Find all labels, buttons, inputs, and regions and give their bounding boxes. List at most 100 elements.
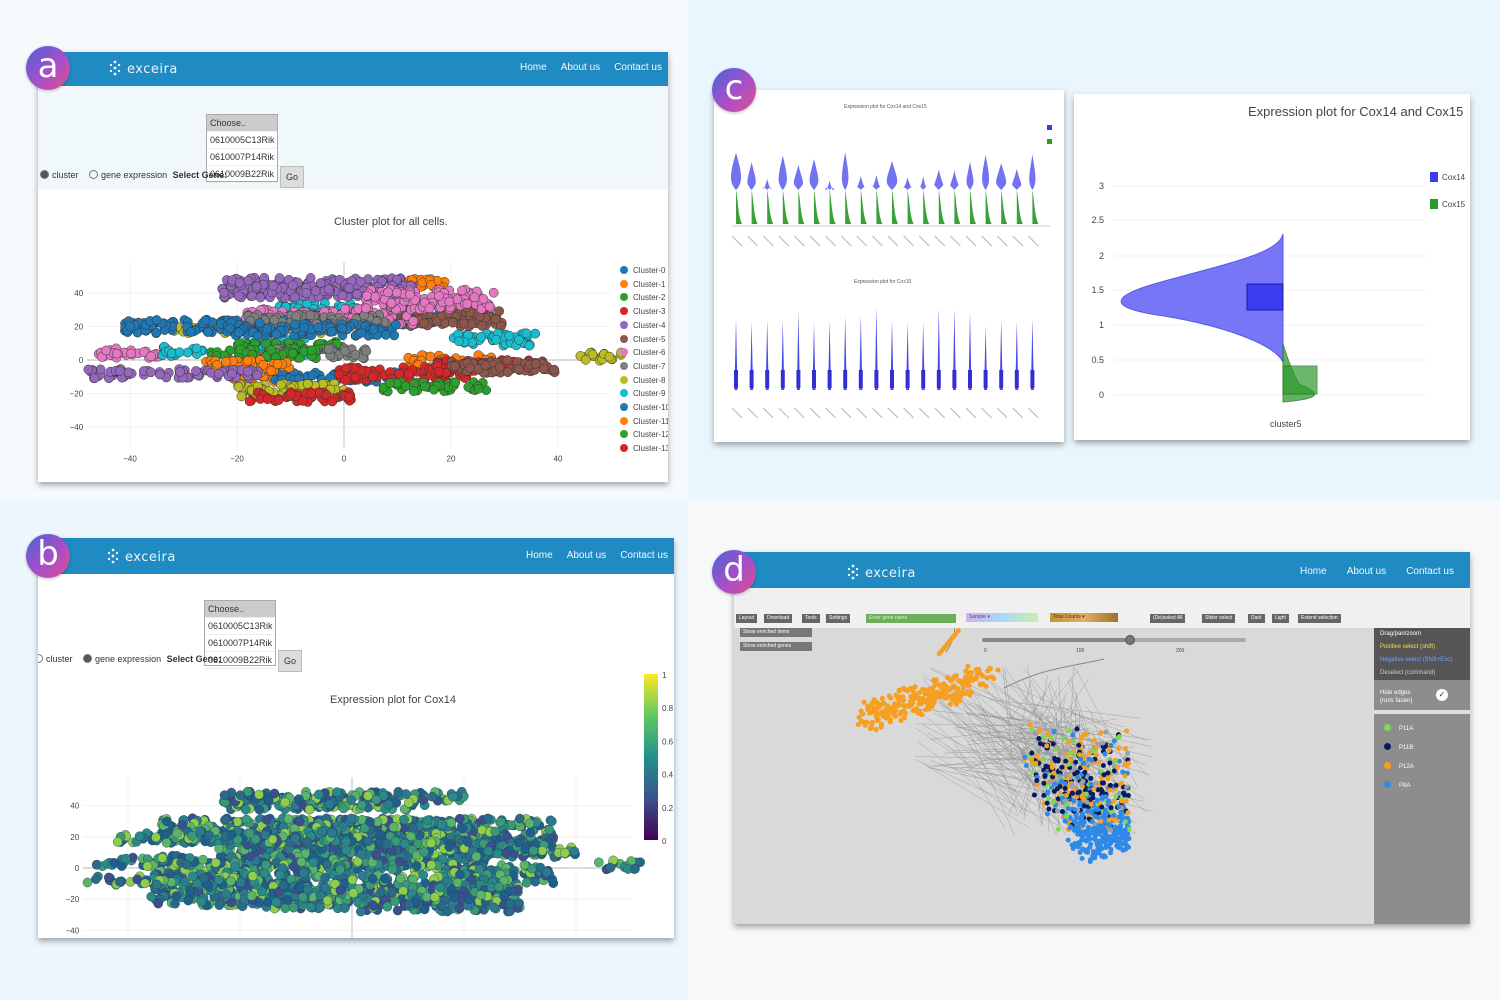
violin-cox15 (892, 190, 898, 224)
legend-item[interactable]: Cluster-7 (620, 361, 665, 371)
cluster-point (538, 363, 549, 374)
select-option[interactable]: Choose.. (205, 601, 275, 618)
download-button[interactable]: Download (764, 614, 793, 623)
legend-item[interactable]: Cluster-12 (620, 430, 668, 439)
expression-point (282, 895, 293, 905)
cluster-point (384, 378, 395, 389)
deselect-all-button[interactable]: (De)select All (1150, 614, 1186, 623)
legend-item[interactable]: Cluster-8 (620, 375, 665, 385)
layout-button[interactable]: Layout (736, 614, 758, 623)
settings-button[interactable]: Settings (826, 614, 851, 623)
legend-item[interactable]: Cluster-11 (620, 416, 668, 426)
cluster-radio[interactable] (40, 170, 49, 179)
violin-cox10-box (812, 370, 816, 388)
cluster-point (191, 343, 202, 354)
legend-item[interactable]: Cluster-13 (620, 444, 668, 453)
x-tick-label-placeholder (934, 407, 946, 419)
select-option[interactable]: 0610009B22Rik (205, 652, 275, 669)
select-option[interactable]: Choose.. (207, 115, 277, 132)
cluster-point (191, 366, 201, 376)
cluster-point (125, 321, 135, 332)
go-button[interactable]: Go (280, 166, 304, 188)
violin-cox15 (1016, 190, 1023, 224)
violin-cox14 (982, 154, 990, 190)
plot-title: Expression plot for Cox14 (330, 694, 456, 706)
legend-item[interactable]: Cluster-1 (620, 279, 665, 289)
expression-point (322, 859, 332, 870)
sample-select[interactable]: Sample ▾ (966, 613, 1038, 622)
gene-select[interactable]: Choose.. 0610005C13Rik 0610007P14Rik 061… (204, 600, 276, 669)
cluster-point (139, 347, 149, 357)
nav-contact[interactable]: Contact us (620, 550, 668, 561)
dark-button[interactable]: Dark (1248, 614, 1265, 623)
graph-edge (917, 741, 1018, 816)
y-tick-label: 0 (1099, 390, 1104, 400)
expression-point (254, 804, 265, 815)
gene-expression-radio[interactable] (89, 170, 99, 179)
expression-point (367, 873, 378, 884)
select-option[interactable]: 0610009B22Rik (207, 166, 277, 183)
expression-point (134, 831, 145, 842)
nav-about[interactable]: About us (1346, 566, 1387, 577)
nav-home[interactable]: Home (520, 62, 547, 73)
nav-about[interactable]: About us (566, 550, 607, 561)
legend-item[interactable]: Cluster-3 (620, 307, 665, 316)
tools-button[interactable]: Tools (802, 614, 820, 623)
go-button[interactable]: Go (278, 650, 302, 672)
cluster-point (213, 368, 224, 379)
expression-point (235, 790, 246, 800)
cluster-point (272, 359, 283, 369)
gene-expression-radio[interactable] (83, 654, 93, 663)
expression-point (315, 902, 325, 913)
violin-cox15 (782, 190, 789, 224)
trajectory-graph[interactable] (734, 628, 1364, 924)
expression-point (444, 842, 455, 852)
nav-home[interactable]: Home (1300, 566, 1327, 577)
gene-name-input[interactable]: Enter gene name (866, 614, 956, 623)
nav-about[interactable]: About us (560, 62, 601, 73)
nav-contact[interactable]: Contact us (614, 62, 662, 73)
legend-item[interactable]: Cluster-0 (620, 266, 665, 275)
legend-item[interactable]: Cluster-2 (620, 293, 665, 302)
cluster-point (151, 327, 162, 338)
cluster-radio[interactable] (38, 654, 43, 663)
cluster-point (490, 314, 501, 325)
x-tick-label-placeholder (825, 407, 837, 419)
cluster-point (236, 391, 247, 402)
expression-point (426, 860, 437, 870)
y-tick-label: −40 (70, 423, 84, 432)
select-option[interactable]: 0610007P14Rik (205, 635, 275, 652)
expression-point (419, 847, 429, 857)
expression-point (474, 864, 485, 875)
legend-item[interactable]: Cluster-6 (620, 348, 665, 357)
brand-name: exceira (127, 62, 178, 77)
x-tick-label: 0 (342, 454, 347, 463)
counts-select[interactable]: Total Counts ▾ (1050, 613, 1118, 622)
expression-point (317, 826, 327, 837)
extend-selection-button[interactable]: Extend selection (1298, 614, 1341, 623)
x-tick-label: 40 (554, 454, 563, 463)
light-button[interactable]: Light (1272, 614, 1289, 623)
expression-point (357, 870, 368, 881)
legend-item[interactable]: Cluster-9 (620, 389, 665, 398)
legend-item[interactable]: Cluster-10 (620, 403, 668, 412)
cluster-point (290, 319, 300, 330)
gene-select[interactable]: Choose.. 0610005C13Rik 0610007P14Rik 061… (206, 114, 278, 183)
navbar: exceira Home About us Contact us (38, 538, 674, 574)
cluster-point (580, 354, 591, 365)
expression-point (388, 822, 399, 832)
legend-item[interactable]: Cluster-4 (620, 320, 665, 330)
select-option[interactable]: 0610005C13Rik (205, 618, 275, 635)
nav-home[interactable]: Home (526, 550, 553, 561)
expression-point (363, 836, 374, 846)
x-tick-label-placeholder (731, 235, 743, 247)
expression-point (180, 876, 190, 887)
expression-point (320, 882, 331, 893)
legend-item[interactable]: Cluster-5 (620, 334, 665, 344)
cluster-point (457, 285, 467, 296)
slider-select-button[interactable]: Slider select (1202, 614, 1236, 623)
nav-contact[interactable]: Contact us (1406, 566, 1454, 577)
select-option[interactable]: 0610005C13Rik (207, 132, 277, 149)
expression-point (393, 787, 404, 797)
select-option[interactable]: 0610007P14Rik (207, 149, 277, 166)
